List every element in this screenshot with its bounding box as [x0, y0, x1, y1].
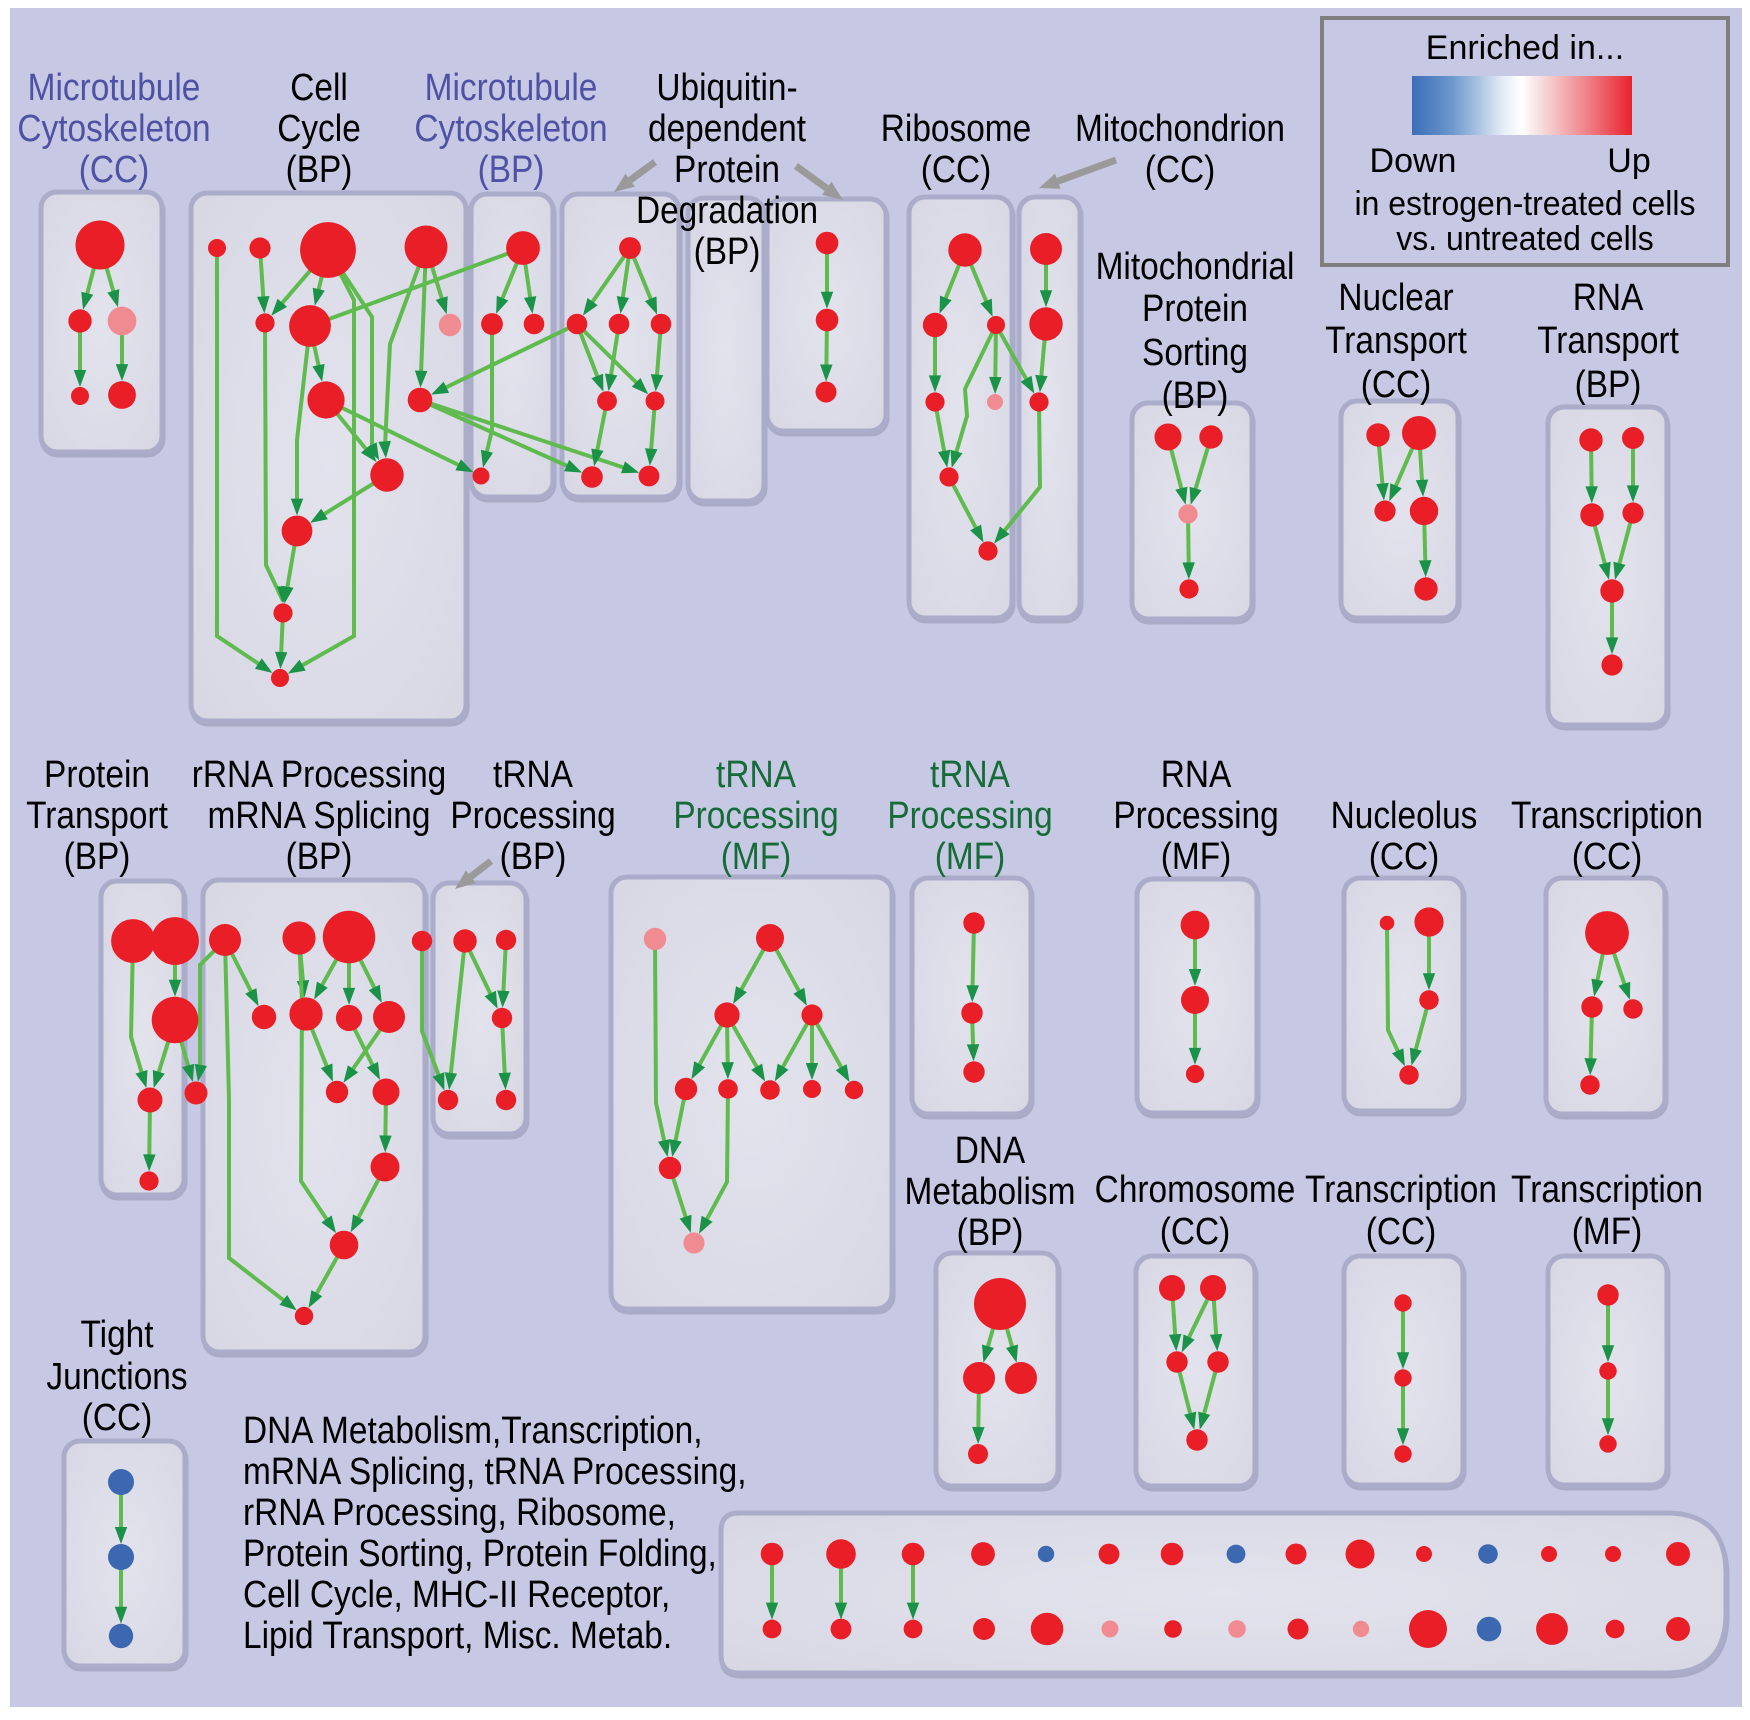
svg-text:Processing: Processing [450, 794, 615, 836]
svg-text:Tight: Tight [80, 1313, 153, 1355]
svg-text:Cycle: Cycle [277, 107, 361, 149]
svg-text:DNA Metabolism,Transcription,: DNA Metabolism,Transcription, [243, 1409, 702, 1451]
svg-text:Metabolism: Metabolism [905, 1170, 1076, 1212]
svg-text:Cell: Cell [290, 66, 348, 108]
svg-text:(CC): (CC) [1572, 835, 1643, 877]
svg-text:Mitochondrial: Mitochondrial [1096, 245, 1295, 287]
svg-text:Nucleolus: Nucleolus [1331, 794, 1478, 836]
svg-text:mRNA Splicing, tRNA Processing: mRNA Splicing, tRNA Processing, [243, 1450, 746, 1492]
svg-text:Up: Up [1607, 142, 1650, 180]
svg-text:Ribosome: Ribosome [881, 107, 1032, 149]
svg-text:in estrogen-treated cells: in estrogen-treated cells [1355, 184, 1696, 222]
svg-text:vs. untreated cells: vs. untreated cells [1396, 219, 1653, 257]
svg-text:(BP): (BP) [957, 1211, 1024, 1253]
svg-text:(CC): (CC) [1145, 148, 1216, 190]
svg-text:Transcription: Transcription [1511, 794, 1703, 836]
svg-text:Junctions: Junctions [46, 1355, 187, 1397]
svg-text:Cell Cycle, MHC-II Receptor,: Cell Cycle, MHC-II Receptor, [243, 1573, 670, 1615]
svg-text:Transcription: Transcription [1511, 1168, 1703, 1210]
svg-text:Down: Down [1370, 142, 1457, 180]
svg-text:Mitochondrion: Mitochondrion [1075, 107, 1285, 149]
svg-text:(CC): (CC) [1366, 1210, 1437, 1252]
svg-text:(CC): (CC) [1361, 363, 1432, 405]
svg-text:(BP): (BP) [694, 230, 761, 272]
svg-text:Chromosome: Chromosome [1095, 1168, 1296, 1210]
svg-text:tRNA: tRNA [493, 753, 573, 795]
svg-text:(CC): (CC) [82, 1396, 153, 1438]
svg-text:Protein: Protein [1142, 287, 1248, 329]
svg-text:rRNA Processing: rRNA Processing [192, 753, 447, 795]
svg-text:tRNA: tRNA [716, 753, 796, 795]
svg-text:(BP): (BP) [478, 148, 545, 190]
svg-text:Processing: Processing [673, 794, 838, 836]
svg-text:RNA: RNA [1573, 276, 1644, 318]
svg-text:Processing: Processing [887, 794, 1052, 836]
svg-text:Microtubule: Microtubule [28, 66, 201, 108]
svg-text:(BP): (BP) [64, 835, 131, 877]
svg-text:Protein Sorting, Protein Foldi: Protein Sorting, Protein Folding, [243, 1532, 717, 1574]
svg-text:(CC): (CC) [1160, 1210, 1231, 1252]
svg-text:Cytoskeleton: Cytoskeleton [414, 107, 607, 149]
svg-text:Degradation: Degradation [636, 189, 818, 231]
svg-text:dependent: dependent [648, 107, 806, 149]
svg-text:(CC): (CC) [79, 148, 150, 190]
svg-text:Sorting: Sorting [1142, 331, 1248, 373]
svg-text:rRNA Processing, Ribosome,: rRNA Processing, Ribosome, [243, 1491, 676, 1533]
svg-text:Transport: Transport [1537, 319, 1679, 361]
svg-text:(MF): (MF) [721, 835, 792, 877]
svg-text:Protein: Protein [674, 148, 780, 190]
svg-text:(BP): (BP) [500, 835, 567, 877]
svg-text:Ubiquitin-: Ubiquitin- [656, 66, 797, 108]
svg-text:Protein: Protein [44, 753, 150, 795]
svg-text:Transport: Transport [26, 794, 168, 836]
svg-text:Nuclear: Nuclear [1338, 276, 1453, 318]
svg-text:(CC): (CC) [921, 148, 992, 190]
svg-text:(BP): (BP) [1575, 363, 1642, 405]
svg-text:mRNA Splicing: mRNA Splicing [208, 794, 431, 836]
svg-text:(BP): (BP) [286, 148, 353, 190]
svg-text:(CC): (CC) [1369, 835, 1440, 877]
svg-text:Cytoskeleton: Cytoskeleton [17, 107, 210, 149]
svg-text:DNA: DNA [955, 1129, 1026, 1171]
svg-text:(MF): (MF) [935, 835, 1006, 877]
svg-text:(MF): (MF) [1161, 835, 1232, 877]
svg-text:Enriched in...: Enriched in... [1426, 29, 1624, 67]
svg-text:tRNA: tRNA [930, 753, 1010, 795]
svg-text:Transport: Transport [1325, 319, 1467, 361]
svg-text:Transcription: Transcription [1305, 1168, 1497, 1210]
svg-text:Microtubule: Microtubule [425, 66, 598, 108]
svg-text:RNA: RNA [1161, 753, 1232, 795]
svg-text:(MF): (MF) [1572, 1210, 1643, 1252]
svg-text:Processing: Processing [1113, 794, 1278, 836]
svg-text:(BP): (BP) [286, 835, 353, 877]
svg-text:(BP): (BP) [1162, 374, 1229, 416]
svg-text:Lipid Transport, Misc. Metab.: Lipid Transport, Misc. Metab. [243, 1614, 672, 1656]
